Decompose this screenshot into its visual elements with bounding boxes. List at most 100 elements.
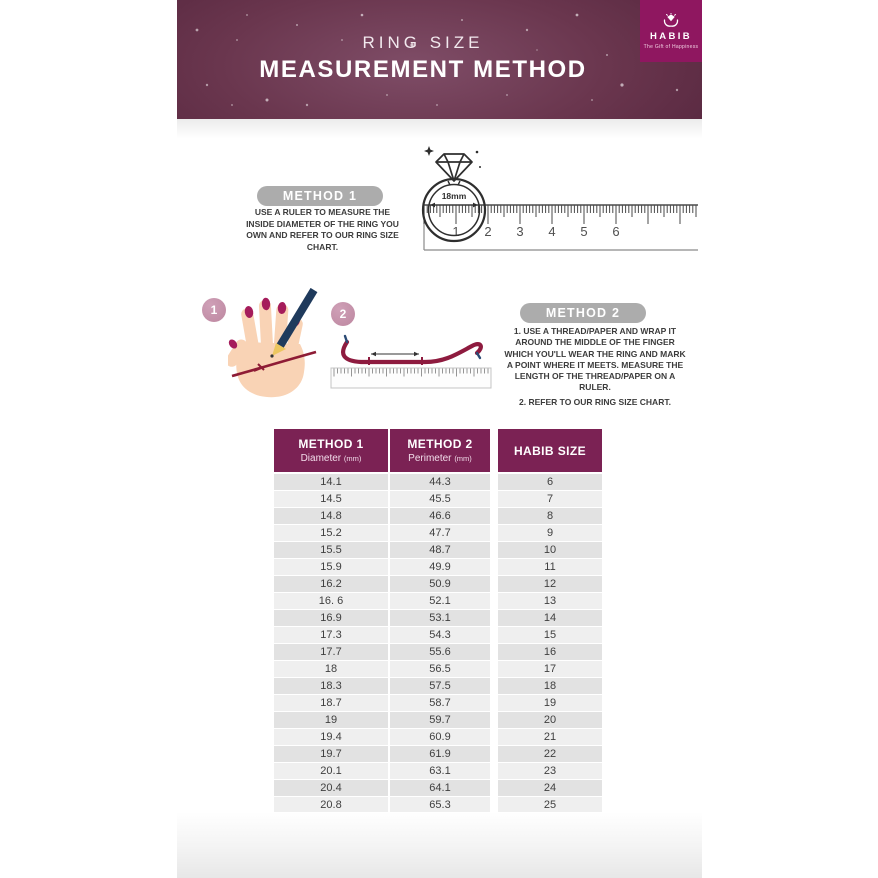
size-chart-row: 14.5 45.5 7 (274, 491, 602, 508)
cell-perimeter: 48.7 (390, 542, 490, 558)
column-unit: (mm) (454, 454, 472, 463)
cell-perimeter: 57.5 (390, 678, 490, 694)
length-arrow (368, 351, 423, 365)
cell-diameter: 20.8 (274, 797, 388, 813)
page-title-top: RING SIZE (362, 33, 484, 52)
column-title: METHOD 1 (298, 437, 364, 451)
cell-diameter: 20.1 (274, 763, 388, 779)
step1-circle: 1 (202, 298, 226, 322)
cell-diameter: 16.2 (274, 576, 388, 592)
cell-habib-size: 10 (498, 542, 602, 558)
ruler-number: 5 (580, 224, 587, 239)
size-chart-row: 15.5 48.7 10 (274, 542, 602, 559)
thread-on-ruler-illustration (330, 334, 492, 389)
cell-habib-size: 16 (498, 644, 602, 660)
cell-diameter: 14.8 (274, 508, 388, 524)
cell-perimeter: 46.6 (390, 508, 490, 524)
size-chart-row: 16.9 53.1 14 (274, 610, 602, 627)
cell-habib-size: 14 (498, 610, 602, 626)
size-chart-row: 14.1 44.3 6 (274, 474, 602, 491)
cell-diameter: 17.3 (274, 627, 388, 643)
cell-habib-size: 12 (498, 576, 602, 592)
ruler-numbers: 1 2 3 4 5 6 (452, 224, 619, 239)
cell-habib-size: 24 (498, 780, 602, 796)
cell-habib-size: 8 (498, 508, 602, 524)
cell-diameter: 15.5 (274, 542, 388, 558)
cell-perimeter: 45.5 (390, 491, 490, 507)
cell-diameter: 17.7 (274, 644, 388, 660)
size-chart-row: 18 56.5 17 (274, 661, 602, 678)
sparkle-icon (424, 146, 481, 168)
hand-with-thread-illustration (228, 288, 318, 398)
cell-diameter: 16.9 (274, 610, 388, 626)
size-chart-row: 19.4 60.9 21 (274, 729, 602, 746)
size-chart: METHOD 1 Diameter (mm) METHOD 2 Perimete… (274, 429, 602, 814)
bottom-fade (177, 812, 702, 878)
cell-diameter: 19 (274, 712, 388, 728)
cell-habib-size: 23 (498, 763, 602, 779)
method2-instructions: 1. USE A THREAD/PAPER AND WRAP IT AROUND… (503, 326, 687, 408)
cell-diameter: 19.7 (274, 746, 388, 762)
ruler-number: 2 (484, 224, 491, 239)
cell-diameter: 16. 6 (274, 593, 388, 609)
cell-diameter: 19.4 (274, 729, 388, 745)
ruler-number: 1 (452, 224, 459, 239)
cell-perimeter: 52.1 (390, 593, 490, 609)
diameter-arrow (430, 202, 478, 208)
size-chart-row: 20.8 65.3 25 (274, 797, 602, 814)
column-header-method1: METHOD 1 Diameter (mm) (274, 429, 388, 472)
cell-perimeter: 44.3 (390, 474, 490, 490)
page-title-main: MEASUREMENT METHOD (259, 56, 587, 83)
small-ruler-ticks (333, 368, 489, 377)
header-fade (177, 119, 702, 139)
method1-description: USE A RULER TO MEASURE THE INSIDE DIAMET… (246, 207, 399, 252)
method2-badge: METHOD 2 (520, 303, 646, 323)
ring-diameter-label: 18mm (442, 191, 467, 201)
ruler-number: 4 (548, 224, 555, 239)
size-chart-row: 16.2 50.9 12 (274, 576, 602, 593)
size-chart-row: 17.3 54.3 15 (274, 627, 602, 644)
cell-perimeter: 63.1 (390, 763, 490, 779)
cell-diameter: 18.7 (274, 695, 388, 711)
marker-pen-icon (270, 288, 318, 358)
column-title: HABIB SIZE (513, 443, 586, 458)
cell-diameter: 14.1 (274, 474, 388, 490)
cell-perimeter: 64.1 (390, 780, 490, 796)
column-subtitle: Diameter (300, 453, 342, 464)
cell-diameter: 18 (274, 661, 388, 677)
cell-perimeter: 54.3 (390, 627, 490, 643)
header-banner: RING SIZE MEASUREMENT METHOD HABIB The G… (177, 0, 702, 119)
method1-badge: METHOD 1 (257, 186, 383, 206)
cell-perimeter: 56.5 (390, 661, 490, 677)
ring-inner-circle (427, 183, 481, 237)
column-subtitle: Perimeter (408, 453, 452, 464)
cell-diameter: 20.4 (274, 780, 388, 796)
size-chart-row: 18.3 57.5 18 (274, 678, 602, 695)
size-chart-row: 15.2 47.7 9 (274, 525, 602, 542)
cell-perimeter: 58.7 (390, 695, 490, 711)
step2-circle: 2 (331, 302, 355, 326)
size-chart-row: 15.9 49.9 11 (274, 559, 602, 576)
size-chart-row: 19.7 61.9 22 (274, 746, 602, 763)
ruler-number: 3 (516, 224, 523, 239)
cell-diameter: 15.2 (274, 525, 388, 541)
size-chart-row: 16. 6 52.1 13 (274, 593, 602, 610)
column-title: METHOD 2 (407, 437, 473, 451)
cell-perimeter: 60.9 (390, 729, 490, 745)
cell-habib-size: 18 (498, 678, 602, 694)
cell-habib-size: 11 (498, 559, 602, 575)
cell-perimeter: 65.3 (390, 797, 490, 813)
cell-habib-size: 9 (498, 525, 602, 541)
size-chart-row: 18.7 58.7 19 (274, 695, 602, 712)
size-chart-row: 19 59.7 20 (274, 712, 602, 729)
size-chart-row: 20.1 63.1 23 (274, 763, 602, 780)
ring-on-ruler-illustration: 1 2 3 4 5 6 18mm (421, 146, 698, 251)
size-chart-row: 14.8 46.6 8 (274, 508, 602, 525)
cell-habib-size: 19 (498, 695, 602, 711)
cell-perimeter: 50.9 (390, 576, 490, 592)
thread-on-finger (231, 350, 317, 378)
cell-perimeter: 59.7 (390, 712, 490, 728)
method2-instruction-2: 2. REFER TO OUR RING SIZE CHART. (519, 396, 671, 407)
ruler-number: 6 (612, 224, 619, 239)
